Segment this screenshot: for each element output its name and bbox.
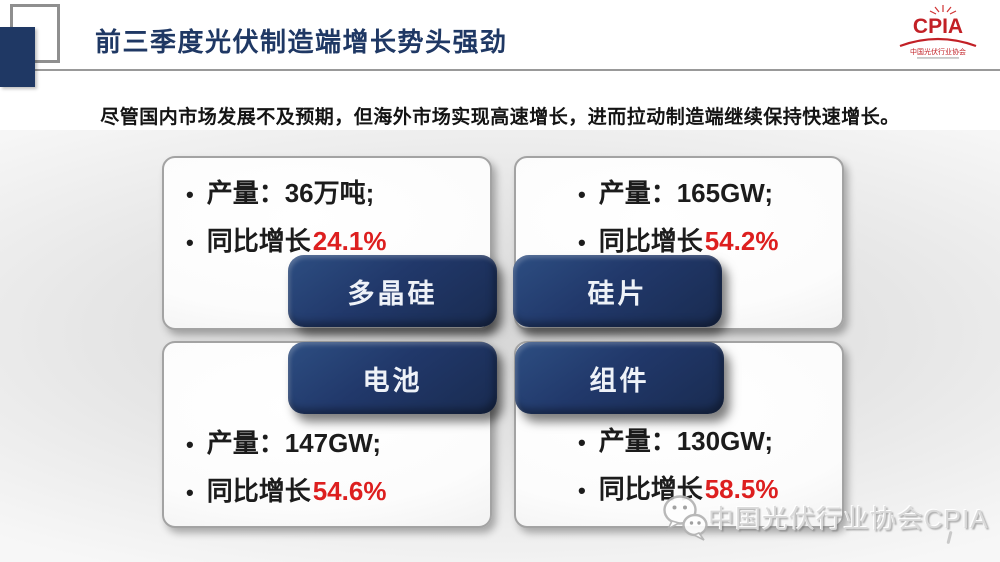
- wechat-icon: [663, 495, 708, 541]
- card-bullet-list: 产量：165GW; 同比增长 54.2%: [578, 170, 834, 266]
- label-chip-cell: 电池: [288, 342, 497, 414]
- growth-value: 54.2%: [704, 226, 779, 256]
- production-text: 产量：130GW;: [598, 426, 774, 456]
- cpia-logo: CPIA 中国光伏行业协会: [899, 5, 977, 59]
- growth-line: 同比增长 58.5%: [578, 466, 834, 514]
- production-line: 产量：36万吨;: [186, 170, 482, 218]
- title-divider: [34, 69, 1000, 71]
- growth-value: 58.5%: [704, 474, 779, 504]
- production-line: 产量：165GW;: [578, 170, 834, 218]
- production-line: 产量：130GW;: [578, 418, 834, 466]
- card-bullet-list: 产量：130GW; 同比增长 58.5%: [578, 418, 834, 514]
- card-bullet-list: 产量：36万吨; 同比增长 24.1%: [186, 170, 482, 266]
- growth-value: 24.1%: [312, 226, 387, 256]
- logo-org-en-microtext: [917, 57, 959, 59]
- production-text: 产量：147GW;: [206, 428, 382, 458]
- slide-subtitle: 尽管国内市场发展不及预期，但海外市场实现高速增长，进而拉动制造端继续保持快速增长…: [100, 107, 900, 128]
- label-chip-polysilicon: 多晶硅: [288, 255, 497, 327]
- growth-label: 同比增长: [206, 476, 311, 506]
- page-title: 前三季度光伏制造端增长势头强劲: [95, 27, 508, 57]
- logo-sunburst-icon: [929, 5, 957, 15]
- growth-line: 同比增长 24.1%: [186, 218, 482, 266]
- growth-label: 同比增长: [598, 226, 703, 256]
- watermark: 中国光伏行业协会CPIA: [662, 493, 989, 541]
- logo-arc: [899, 37, 977, 48]
- production-text: 产量：165GW;: [598, 178, 774, 208]
- growth-value: 54.6%: [312, 476, 387, 506]
- production-text: 产量：36万吨;: [206, 178, 375, 208]
- watermark-text: 中国光伏行业协会CPIA: [708, 503, 989, 534]
- label-chip-wafer: 硅片: [513, 255, 722, 327]
- growth-line: 同比增长 54.6%: [186, 468, 482, 516]
- production-line: 产量：147GW;: [186, 420, 482, 468]
- logo-name-text: CPIA: [913, 15, 963, 38]
- growth-line: 同比增长 54.2%: [578, 218, 834, 266]
- deco-navy-square: [0, 27, 35, 87]
- logo-org-cn-text: 中国光伏行业协会: [910, 47, 966, 56]
- label-chip-module: 组件: [515, 342, 724, 414]
- card-bullet-list: 产量：147GW; 同比增长 54.6%: [186, 420, 482, 516]
- growth-label: 同比增长: [206, 226, 311, 256]
